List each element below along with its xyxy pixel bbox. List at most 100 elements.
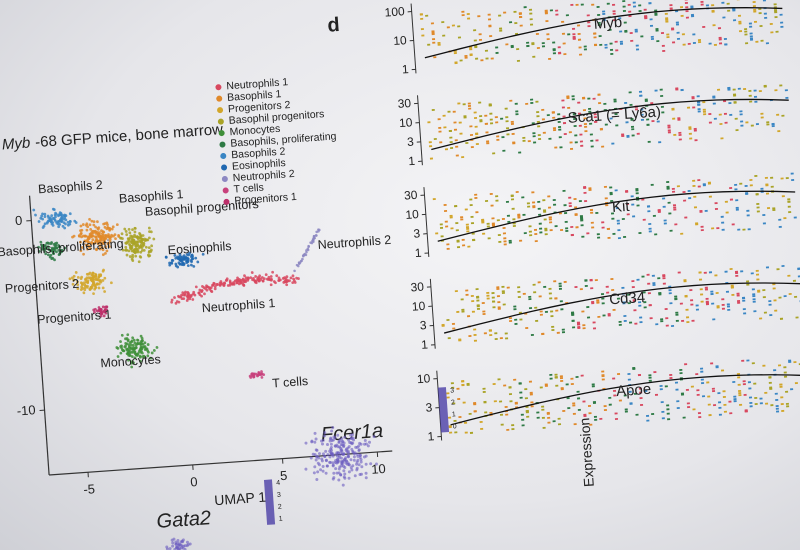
cell-dot <box>124 245 128 249</box>
y-tick-label: 0 <box>15 213 23 228</box>
cell-dot <box>565 14 569 17</box>
cell-dot <box>734 188 738 191</box>
cell-dot <box>352 455 356 459</box>
cell-dot <box>456 310 460 313</box>
cell-dot <box>577 38 582 41</box>
cell-dot <box>128 341 132 344</box>
cell-dot <box>628 15 632 18</box>
cell-dot <box>729 187 733 190</box>
cell-dot <box>241 278 245 282</box>
cell-dot <box>671 108 675 111</box>
cell-dot <box>541 408 545 411</box>
cell-dot <box>595 139 599 142</box>
cell-dot <box>571 27 576 30</box>
cell-dot <box>580 3 584 6</box>
cell-dot <box>537 125 541 128</box>
cell-dot <box>535 32 539 35</box>
cell-dot <box>479 115 483 118</box>
cell-dot <box>49 253 53 257</box>
cell-dot <box>349 437 353 441</box>
cell-dot <box>597 93 601 96</box>
cell-dot <box>597 13 601 16</box>
cell-dot <box>607 312 611 315</box>
cell-dot <box>179 255 183 259</box>
cell-dot <box>552 41 556 44</box>
cell-dot <box>461 10 465 13</box>
cell-dot <box>178 542 182 546</box>
cell-dot <box>481 220 485 223</box>
cell-dot <box>591 300 595 303</box>
cell-dot <box>525 102 529 105</box>
cell-dot <box>465 293 469 296</box>
cell-dot <box>448 416 452 419</box>
cell-dot <box>555 9 559 12</box>
cell-dot <box>186 264 190 268</box>
cell-dot <box>98 279 102 283</box>
cell-dot <box>629 103 633 106</box>
cell-dot <box>139 234 143 238</box>
cell-dot <box>627 302 631 305</box>
cell-dot <box>584 200 588 203</box>
cell-dot <box>662 282 666 285</box>
cell-dot <box>654 13 658 16</box>
cell-dot <box>716 227 720 230</box>
cell-dot <box>34 213 37 217</box>
cell-dot <box>764 176 768 179</box>
cell-dot <box>755 123 760 126</box>
cell-dot <box>630 39 634 42</box>
cell-dot <box>619 40 623 43</box>
cell-dot <box>321 452 325 456</box>
cell-dot <box>186 543 190 547</box>
cell-dot <box>526 44 530 47</box>
cell-dot <box>295 263 299 267</box>
cell-dot <box>469 204 473 207</box>
cell-dot <box>634 108 639 111</box>
cell-dot <box>539 313 543 316</box>
cell-dot <box>748 396 753 399</box>
cell-dot <box>504 332 508 335</box>
cell-dot <box>503 237 507 240</box>
cell-dot <box>794 382 798 385</box>
cell-dot <box>773 369 777 372</box>
cell-dot <box>469 48 473 51</box>
cell-dot <box>265 277 269 281</box>
cell-dot <box>452 402 456 405</box>
umap-y-axis <box>28 195 50 476</box>
cell-dot <box>781 409 785 412</box>
cell-dot <box>446 243 450 246</box>
cell-dot <box>425 14 429 17</box>
cell-dot <box>643 8 647 11</box>
cell-dot <box>745 42 749 45</box>
cell-dot <box>93 310 96 314</box>
cell-dot <box>127 349 131 352</box>
cell-dot <box>465 142 469 145</box>
cell-dot <box>444 220 448 223</box>
cell-dot <box>324 449 328 453</box>
cell-dot <box>573 423 577 426</box>
cell-dot <box>532 206 536 209</box>
cell-dot <box>473 116 478 119</box>
cell-dot <box>781 114 785 117</box>
cell-dot <box>667 124 671 127</box>
cell-dot <box>643 306 647 309</box>
cell-dot <box>549 9 553 12</box>
cell-dot <box>702 110 707 113</box>
cell-dot <box>599 417 603 420</box>
cell-dot <box>81 223 85 226</box>
cell-dot <box>466 13 470 16</box>
cell-dot <box>466 383 470 386</box>
cell-dot <box>572 37 576 40</box>
cell-dot <box>636 132 640 135</box>
cell-dot <box>762 296 766 299</box>
cell-dot <box>669 377 673 380</box>
cell-dot <box>691 319 695 322</box>
cell-dot <box>693 127 697 130</box>
cell-dot <box>743 393 747 396</box>
cell-dot <box>622 0 626 3</box>
y-tick-label: 3 <box>425 400 433 414</box>
cell-dot <box>776 268 780 271</box>
cell-dot <box>549 377 553 380</box>
cell-dot <box>324 471 328 475</box>
cell-dot <box>341 440 345 444</box>
